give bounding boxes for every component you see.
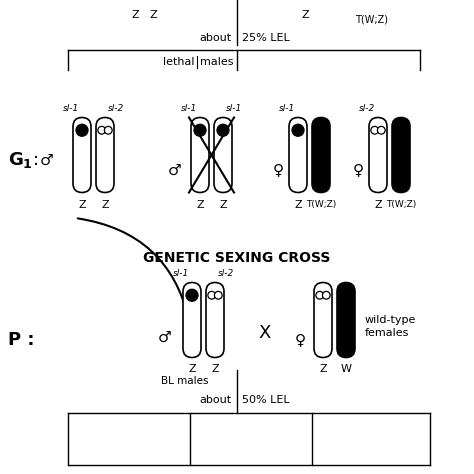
Text: sl-1: sl-1 [63, 103, 79, 112]
Text: Z: Z [294, 200, 302, 210]
Text: X: X [259, 324, 271, 342]
Text: males: males [200, 57, 234, 67]
Circle shape [371, 127, 379, 134]
FancyBboxPatch shape [369, 118, 387, 192]
Circle shape [76, 124, 88, 136]
Text: ♂: ♂ [168, 163, 182, 177]
FancyBboxPatch shape [289, 118, 307, 192]
Text: sl-2: sl-2 [218, 268, 234, 277]
Text: Z: Z [211, 365, 219, 374]
Text: sl-1: sl-1 [279, 103, 295, 112]
Text: Z   Z: Z Z [132, 10, 158, 20]
Circle shape [194, 124, 206, 136]
Text: sl-1: sl-1 [181, 103, 197, 112]
Text: Z: Z [78, 200, 86, 210]
Circle shape [98, 127, 106, 134]
Text: T(W;Z): T(W;Z) [355, 14, 388, 24]
Text: Z: Z [188, 365, 196, 374]
Text: about: about [200, 395, 232, 405]
Text: about: about [200, 33, 232, 43]
FancyBboxPatch shape [183, 283, 201, 357]
Text: P :: P : [8, 331, 35, 349]
FancyBboxPatch shape [206, 283, 224, 357]
Text: Z: Z [374, 200, 382, 210]
FancyBboxPatch shape [191, 118, 209, 192]
Text: Z: Z [301, 10, 309, 20]
Circle shape [292, 124, 304, 136]
Text: Z: Z [196, 200, 204, 210]
Text: sl-1: sl-1 [173, 268, 189, 277]
Text: females: females [365, 328, 410, 338]
Text: sl-1: sl-1 [226, 103, 242, 112]
Text: Z: Z [101, 200, 109, 210]
Text: ♂: ♂ [158, 329, 172, 345]
Text: wild-type: wild-type [365, 315, 416, 325]
FancyBboxPatch shape [73, 118, 91, 192]
Text: ♀: ♀ [294, 332, 306, 347]
Circle shape [208, 292, 216, 299]
Text: Z: Z [219, 200, 227, 210]
Circle shape [186, 289, 198, 301]
Text: GENETIC SEXING CROSS: GENETIC SEXING CROSS [143, 251, 331, 265]
Text: ♀: ♀ [353, 163, 364, 177]
Text: lethal: lethal [164, 57, 195, 67]
Text: 25% LEL: 25% LEL [242, 33, 290, 43]
FancyBboxPatch shape [392, 118, 410, 192]
Circle shape [104, 127, 112, 134]
Text: sl-2: sl-2 [108, 103, 124, 112]
Text: $\mathbf{G_1}$:: $\mathbf{G_1}$: [8, 150, 38, 170]
FancyBboxPatch shape [214, 118, 232, 192]
Text: BL males: BL males [161, 375, 209, 385]
Text: Z: Z [319, 365, 327, 374]
Circle shape [322, 292, 330, 299]
Text: T(W;Z): T(W;Z) [306, 200, 336, 209]
Text: ♂: ♂ [40, 153, 54, 167]
Circle shape [377, 127, 385, 134]
Text: ♀: ♀ [273, 163, 283, 177]
Circle shape [217, 124, 229, 136]
FancyBboxPatch shape [312, 118, 330, 192]
Circle shape [214, 292, 222, 299]
Circle shape [316, 292, 324, 299]
FancyBboxPatch shape [96, 118, 114, 192]
FancyBboxPatch shape [337, 283, 355, 357]
FancyBboxPatch shape [314, 283, 332, 357]
Text: sl-2: sl-2 [359, 103, 375, 112]
Text: T(W;Z): T(W;Z) [386, 200, 416, 209]
Text: 50% LEL: 50% LEL [242, 395, 290, 405]
Text: W: W [340, 365, 352, 374]
